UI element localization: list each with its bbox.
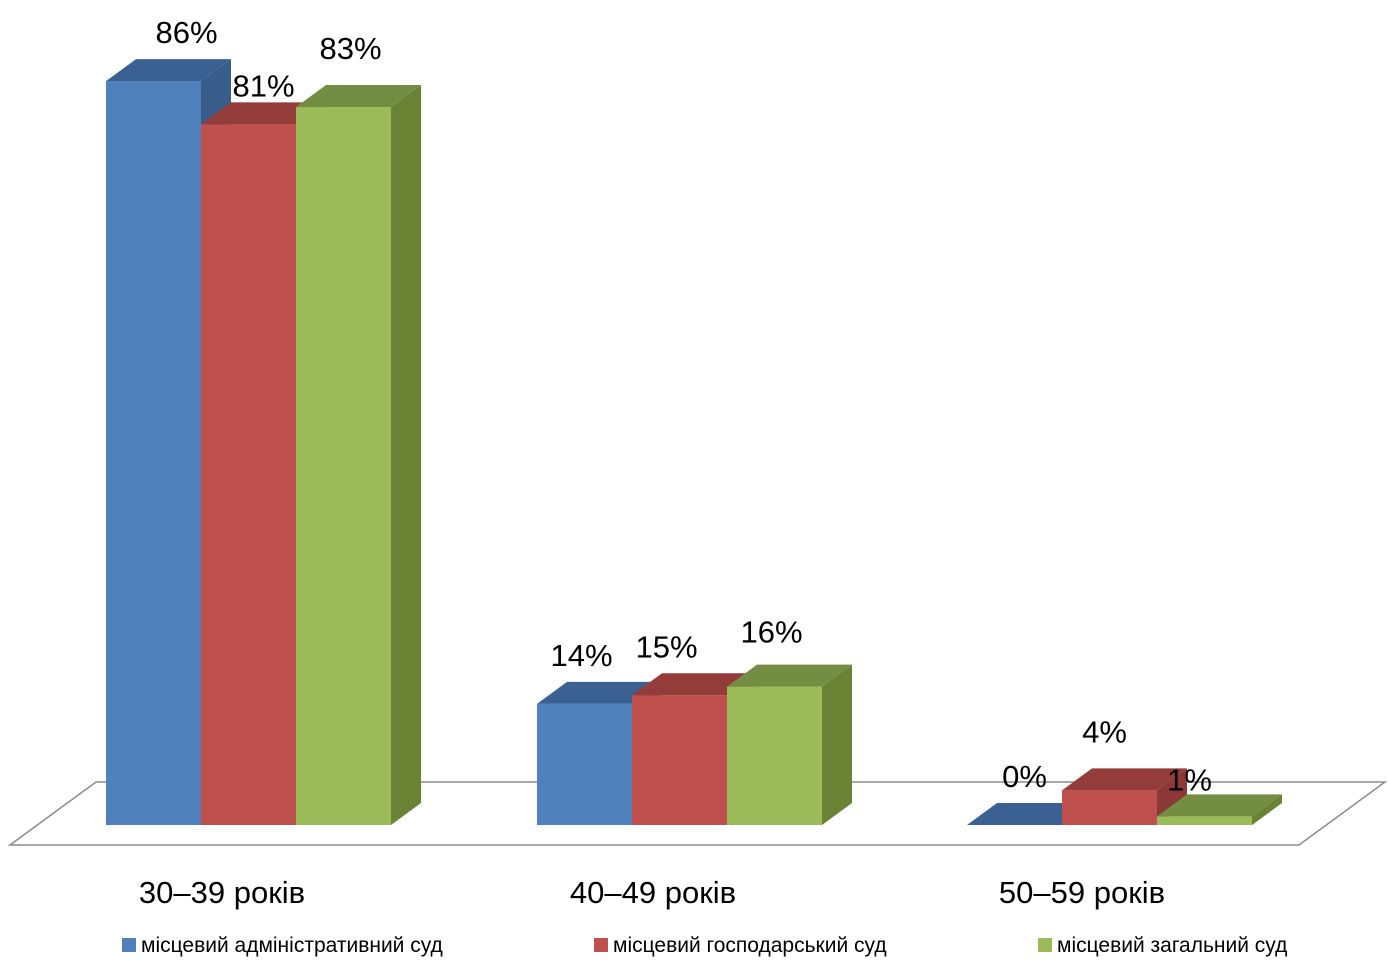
data-label: 0% [1002,759,1047,794]
bar-side [822,664,852,825]
legend-item: місцевий загальний суд [1038,934,1287,957]
data-label: 15% [635,629,697,664]
value-labels-layer: 86% 81% 83% 14% 15% 16% 0% 4% 1% [155,15,1211,797]
bar [296,85,421,826]
legend: місцевий адміністративний суд місцевий го… [122,934,1287,957]
legend-item: місцевий господарський суд [594,934,887,957]
bar-front [201,124,296,826]
bar-front [1062,790,1157,825]
data-label: 1% [1167,762,1212,797]
legend-label: місцевий господарський суд [613,934,887,957]
bar-top [106,59,231,82]
bar-top [632,673,757,696]
legend-swatch [122,938,136,952]
bar-side [391,85,421,826]
data-label: 86% [155,15,217,50]
legend-label: місцевий загальний суд [1057,934,1287,957]
bar-front [632,695,727,825]
data-label: 16% [740,615,802,650]
data-label: 81% [232,68,294,103]
data-label: 4% [1082,714,1127,749]
bar-side [1252,794,1282,825]
bars-layer [106,59,1282,826]
bar-top [201,102,326,125]
data-label: 83% [319,31,381,66]
legend-label: місцевий адміністративний суд [141,934,443,957]
data-label: 14% [550,638,612,673]
bar-front [727,686,822,825]
category-labels-layer: 30–39 років 40–49 років 50–59 років [139,875,1165,910]
bar-top [537,681,662,704]
bar-top [1157,794,1282,817]
bar-front [296,107,391,826]
bar-top [296,85,421,108]
category-label: 50–59 років [999,875,1165,910]
bar [727,664,852,825]
bar [1157,794,1282,825]
legend-swatch [1038,938,1052,952]
bar-top [1062,768,1187,791]
category-label: 30–39 років [139,875,305,910]
bar [967,803,1092,825]
legend-swatch [594,938,608,952]
bar-front [1157,816,1252,825]
legend-item: місцевий адміністративний суд [122,934,443,957]
bar [1062,768,1187,825]
bar-front [106,81,201,826]
bar-top [967,803,1092,825]
bar-front [537,703,632,825]
category-label: 40–49 років [570,875,736,910]
bar-top [727,664,852,687]
